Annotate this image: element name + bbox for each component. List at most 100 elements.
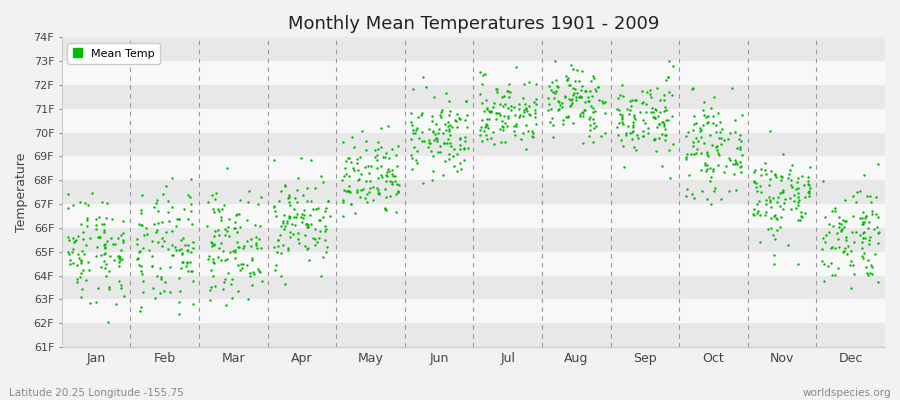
Point xyxy=(626,123,641,130)
Point xyxy=(294,155,309,161)
Point xyxy=(561,114,575,120)
Point xyxy=(227,224,241,231)
Point xyxy=(447,162,462,169)
Point xyxy=(750,201,764,208)
Point xyxy=(428,130,443,137)
Point xyxy=(858,235,872,241)
Point xyxy=(391,188,405,194)
Point xyxy=(442,126,456,133)
Point xyxy=(569,94,583,100)
Point xyxy=(146,284,160,291)
Point xyxy=(136,289,150,295)
Point xyxy=(443,108,457,114)
Point xyxy=(384,146,399,152)
Point xyxy=(475,100,490,107)
Point xyxy=(598,110,612,116)
Point xyxy=(172,298,186,305)
Point xyxy=(852,188,867,194)
Point xyxy=(861,272,876,278)
Point xyxy=(725,161,740,167)
Point xyxy=(864,271,878,277)
Point xyxy=(361,163,375,169)
Point xyxy=(825,272,840,278)
Point xyxy=(230,228,245,235)
Point xyxy=(646,114,661,120)
Point xyxy=(374,162,389,169)
Point xyxy=(783,206,797,213)
Point xyxy=(174,237,188,243)
Point xyxy=(83,234,97,241)
Point xyxy=(706,168,720,174)
Point xyxy=(862,234,877,240)
Point xyxy=(831,236,845,242)
Point xyxy=(339,171,354,177)
Point xyxy=(300,198,314,204)
Point xyxy=(391,163,405,169)
Point xyxy=(768,171,782,178)
Point xyxy=(730,145,744,151)
Point xyxy=(715,141,729,147)
Point xyxy=(217,202,231,208)
Point xyxy=(342,173,356,179)
Point xyxy=(318,228,332,235)
Point xyxy=(542,101,556,107)
Point xyxy=(249,240,264,247)
Point xyxy=(359,147,374,153)
Point xyxy=(409,127,423,133)
Point xyxy=(566,120,580,126)
Point xyxy=(734,138,749,144)
Point xyxy=(282,199,296,206)
Point xyxy=(544,115,559,122)
Point xyxy=(248,242,263,248)
Point xyxy=(211,254,225,260)
Point xyxy=(650,85,664,91)
Point xyxy=(155,235,169,242)
Point xyxy=(433,149,447,156)
Point xyxy=(320,198,335,205)
Point xyxy=(230,288,245,294)
Point xyxy=(388,178,402,184)
Point xyxy=(790,174,805,181)
Point xyxy=(379,194,393,201)
Point xyxy=(849,199,863,205)
Point xyxy=(665,113,680,119)
Point xyxy=(482,116,496,122)
Point xyxy=(254,194,268,200)
Point xyxy=(429,138,444,144)
Point xyxy=(98,215,112,222)
Point xyxy=(617,164,632,171)
Point xyxy=(442,156,456,162)
Point xyxy=(708,122,723,128)
Point xyxy=(837,248,851,254)
Point xyxy=(733,146,747,152)
Point xyxy=(747,168,761,175)
Point xyxy=(839,218,853,224)
Point xyxy=(371,186,385,193)
Point xyxy=(734,112,749,118)
Point xyxy=(428,120,443,127)
Point xyxy=(89,216,104,222)
Point xyxy=(791,260,806,267)
Point xyxy=(244,243,258,249)
Point xyxy=(112,259,126,265)
Point xyxy=(508,123,523,129)
Point xyxy=(802,164,816,171)
Point xyxy=(356,186,370,192)
Point xyxy=(276,218,291,224)
Point xyxy=(556,117,571,124)
Point xyxy=(318,222,332,229)
Point xyxy=(338,158,353,164)
Point xyxy=(529,81,544,88)
Point xyxy=(153,290,167,296)
Point xyxy=(657,92,671,98)
Point xyxy=(680,132,694,139)
Point xyxy=(218,225,232,232)
Point xyxy=(308,226,322,233)
Point xyxy=(319,249,333,256)
Point xyxy=(591,97,606,103)
Point xyxy=(301,244,315,251)
Point xyxy=(176,259,190,265)
Point xyxy=(184,207,198,214)
Point xyxy=(699,114,714,120)
Point xyxy=(758,160,772,166)
